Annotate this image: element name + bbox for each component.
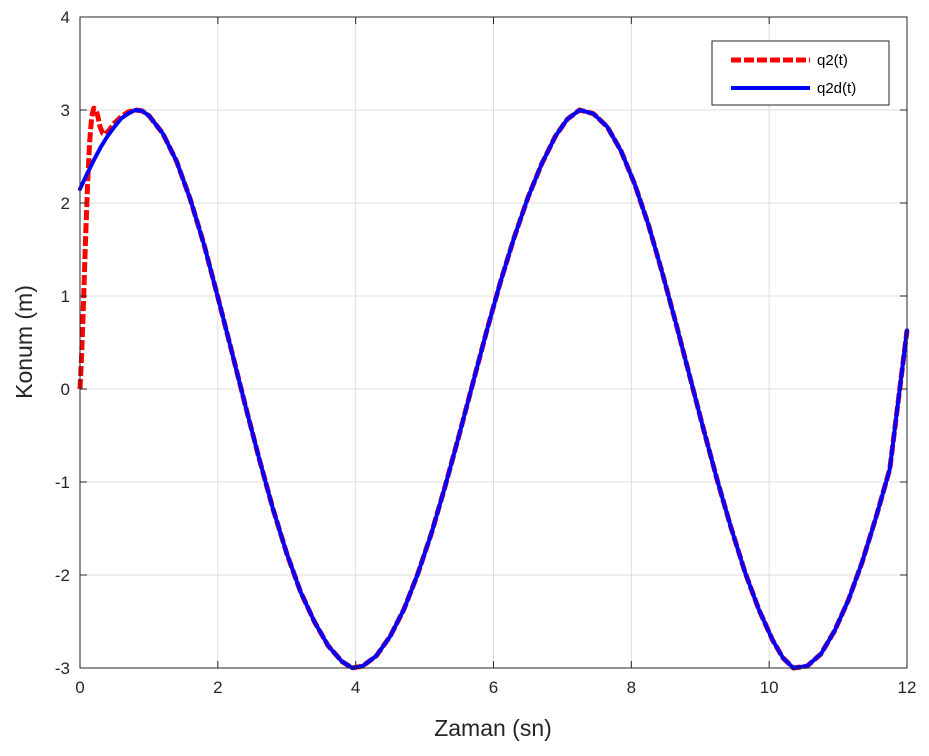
x-tick-label: 12: [898, 678, 917, 697]
x-tick-label: 2: [213, 678, 222, 697]
x-tick-label: 8: [627, 678, 636, 697]
x-tick-label: 0: [75, 678, 84, 697]
y-tick-label: 3: [61, 101, 70, 120]
y-axis-title: Konum (m): [11, 285, 37, 399]
x-axis-title: Zaman (sn): [434, 715, 552, 741]
y-tick-label: 2: [61, 194, 70, 213]
legend-label-q2d: q2d(t): [817, 80, 856, 97]
legend-label-q2: q2(t): [817, 52, 848, 69]
y-tick-label: -1: [55, 473, 70, 492]
legend: q2(t) q2d(t): [711, 40, 890, 106]
series-line-q2d-t: [78, 108, 909, 670]
y-tick-label: -3: [55, 659, 70, 678]
y-tick-label: -2: [55, 566, 70, 585]
y-tick-label: 4: [61, 8, 70, 27]
series-layer: [77, 105, 910, 671]
x-tick-label: 6: [489, 678, 498, 697]
x-tick-label: 4: [351, 678, 360, 697]
y-tick-label: 0: [61, 380, 70, 399]
x-tick-label: 10: [760, 678, 779, 697]
legend-box: [711, 40, 890, 106]
y-tick-label: 1: [61, 287, 70, 306]
